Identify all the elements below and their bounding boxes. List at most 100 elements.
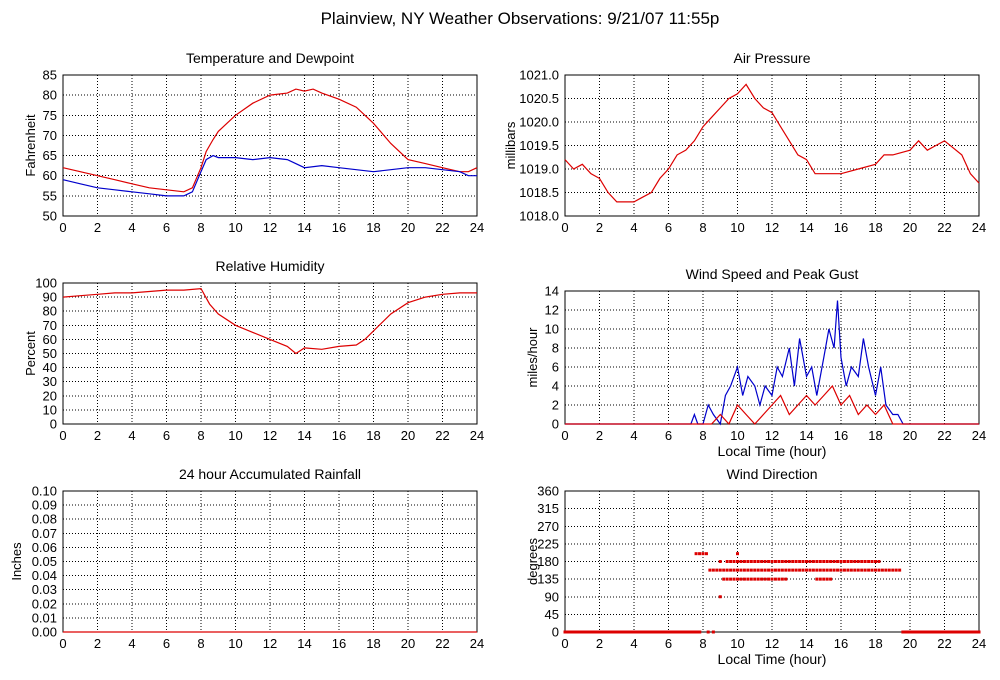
- direction-point: [880, 568, 884, 572]
- direction-point: [780, 577, 784, 581]
- direction-point: [853, 568, 857, 572]
- x-tick-label: 8: [197, 428, 204, 443]
- y-tick-label: 1020.5: [519, 91, 559, 106]
- direction-point: [763, 577, 767, 581]
- direction-point: [739, 560, 743, 563]
- direction-point: [836, 560, 840, 563]
- direction-point: [722, 577, 726, 581]
- x-tick-label: 4: [630, 636, 637, 651]
- direction-point: [756, 577, 760, 581]
- x-tick-label: 14: [297, 636, 311, 651]
- x-tick-label: 18: [366, 428, 380, 443]
- y-tick-label: 65: [43, 148, 57, 163]
- y-tick-label: 0.09: [32, 498, 57, 513]
- direction-point: [746, 560, 750, 563]
- direction-point: [839, 568, 843, 572]
- pressure-series-red-line: [564, 83, 980, 203]
- direction-point: [773, 560, 777, 563]
- direction-point: [836, 568, 840, 572]
- x-tick-label: 2: [94, 428, 101, 443]
- direction-point: [725, 568, 729, 572]
- rain-ylabel: Inches: [9, 542, 24, 581]
- x-tick-label: 20: [401, 636, 415, 651]
- y-tick-label: 0: [50, 417, 57, 432]
- direction-point: [849, 568, 853, 572]
- y-tick-label: 45: [545, 607, 559, 622]
- direction-point: [825, 577, 829, 581]
- direction-point: [811, 568, 815, 572]
- x-tick-label: 6: [163, 428, 170, 443]
- y-tick-label: 0.05: [32, 554, 57, 569]
- y-tick-label: 1018.5: [519, 185, 559, 200]
- y-tick-label: 55: [43, 188, 57, 203]
- direction-point: [732, 560, 736, 563]
- y-tick-label: 10: [545, 322, 559, 337]
- direction-point: [856, 568, 860, 572]
- x-tick-label: 6: [665, 636, 672, 651]
- x-tick-label: 2: [596, 220, 603, 235]
- direction-point: [867, 560, 871, 563]
- x-tick-label: 16: [332, 428, 346, 443]
- direction-ylabel: degrees: [525, 538, 540, 585]
- y-tick-label: 135: [537, 572, 559, 587]
- direction-point: [760, 560, 764, 563]
- x-tick-label: 6: [163, 636, 170, 651]
- direction-point: [805, 568, 808, 572]
- direction-point: [777, 577, 781, 581]
- x-tick-label: 6: [665, 220, 672, 235]
- y-tick-label: 0: [552, 417, 559, 432]
- direction-point: [818, 577, 822, 581]
- temp-series-blue-line: [62, 154, 477, 197]
- direction-point: [870, 560, 874, 563]
- y-tick-label: 10: [43, 402, 57, 417]
- direction-point: [787, 568, 791, 572]
- y-tick-label: 180: [537, 554, 559, 569]
- direction-point: [770, 560, 774, 563]
- x-tick-label: 0: [59, 220, 66, 235]
- direction-point: [832, 568, 836, 572]
- direction-point: [801, 560, 805, 563]
- y-tick-label: 70: [43, 318, 57, 333]
- y-tick-label: 0.03: [32, 582, 57, 597]
- x-tick-label: 10: [228, 220, 242, 235]
- direction-point: [811, 560, 815, 563]
- x-tick-label: 12: [263, 636, 277, 651]
- humidity-ylabel: Percent: [23, 331, 38, 376]
- direction-point: [767, 560, 771, 563]
- y-tick-label: 20: [43, 388, 57, 403]
- wind-xlabel: Local Time (hour): [718, 443, 827, 459]
- direction-point: [777, 568, 781, 572]
- x-tick-label: 10: [228, 428, 242, 443]
- direction-point: [832, 560, 836, 563]
- direction-point: [780, 560, 784, 563]
- direction-point: [736, 568, 739, 572]
- y-tick-label: 8: [552, 341, 559, 356]
- direction-point: [822, 568, 826, 572]
- direction-point: [736, 552, 739, 556]
- x-tick-label: 14: [297, 428, 311, 443]
- direction-point: [742, 560, 746, 563]
- x-tick-label: 14: [799, 428, 813, 443]
- humidity-plot-frame: [62, 282, 478, 425]
- direction-point: [732, 568, 736, 572]
- direction-point: [870, 568, 874, 572]
- y-tick-label: 90: [545, 589, 559, 604]
- x-tick-label: 22: [435, 636, 449, 651]
- x-tick-label: 0: [59, 428, 66, 443]
- direction-point: [815, 560, 819, 563]
- direction-point: [842, 560, 846, 563]
- y-tick-label: 60: [43, 168, 57, 183]
- y-tick-label: 1021.0: [519, 68, 559, 83]
- direction-point: [842, 568, 846, 572]
- y-tick-label: 360: [537, 484, 559, 499]
- direction-point: [706, 630, 710, 634]
- direction-point: [770, 577, 774, 581]
- direction-point: [773, 568, 777, 572]
- direction-point: [739, 568, 743, 572]
- y-tick-label: 1020.0: [519, 115, 559, 130]
- direction-point: [736, 560, 739, 563]
